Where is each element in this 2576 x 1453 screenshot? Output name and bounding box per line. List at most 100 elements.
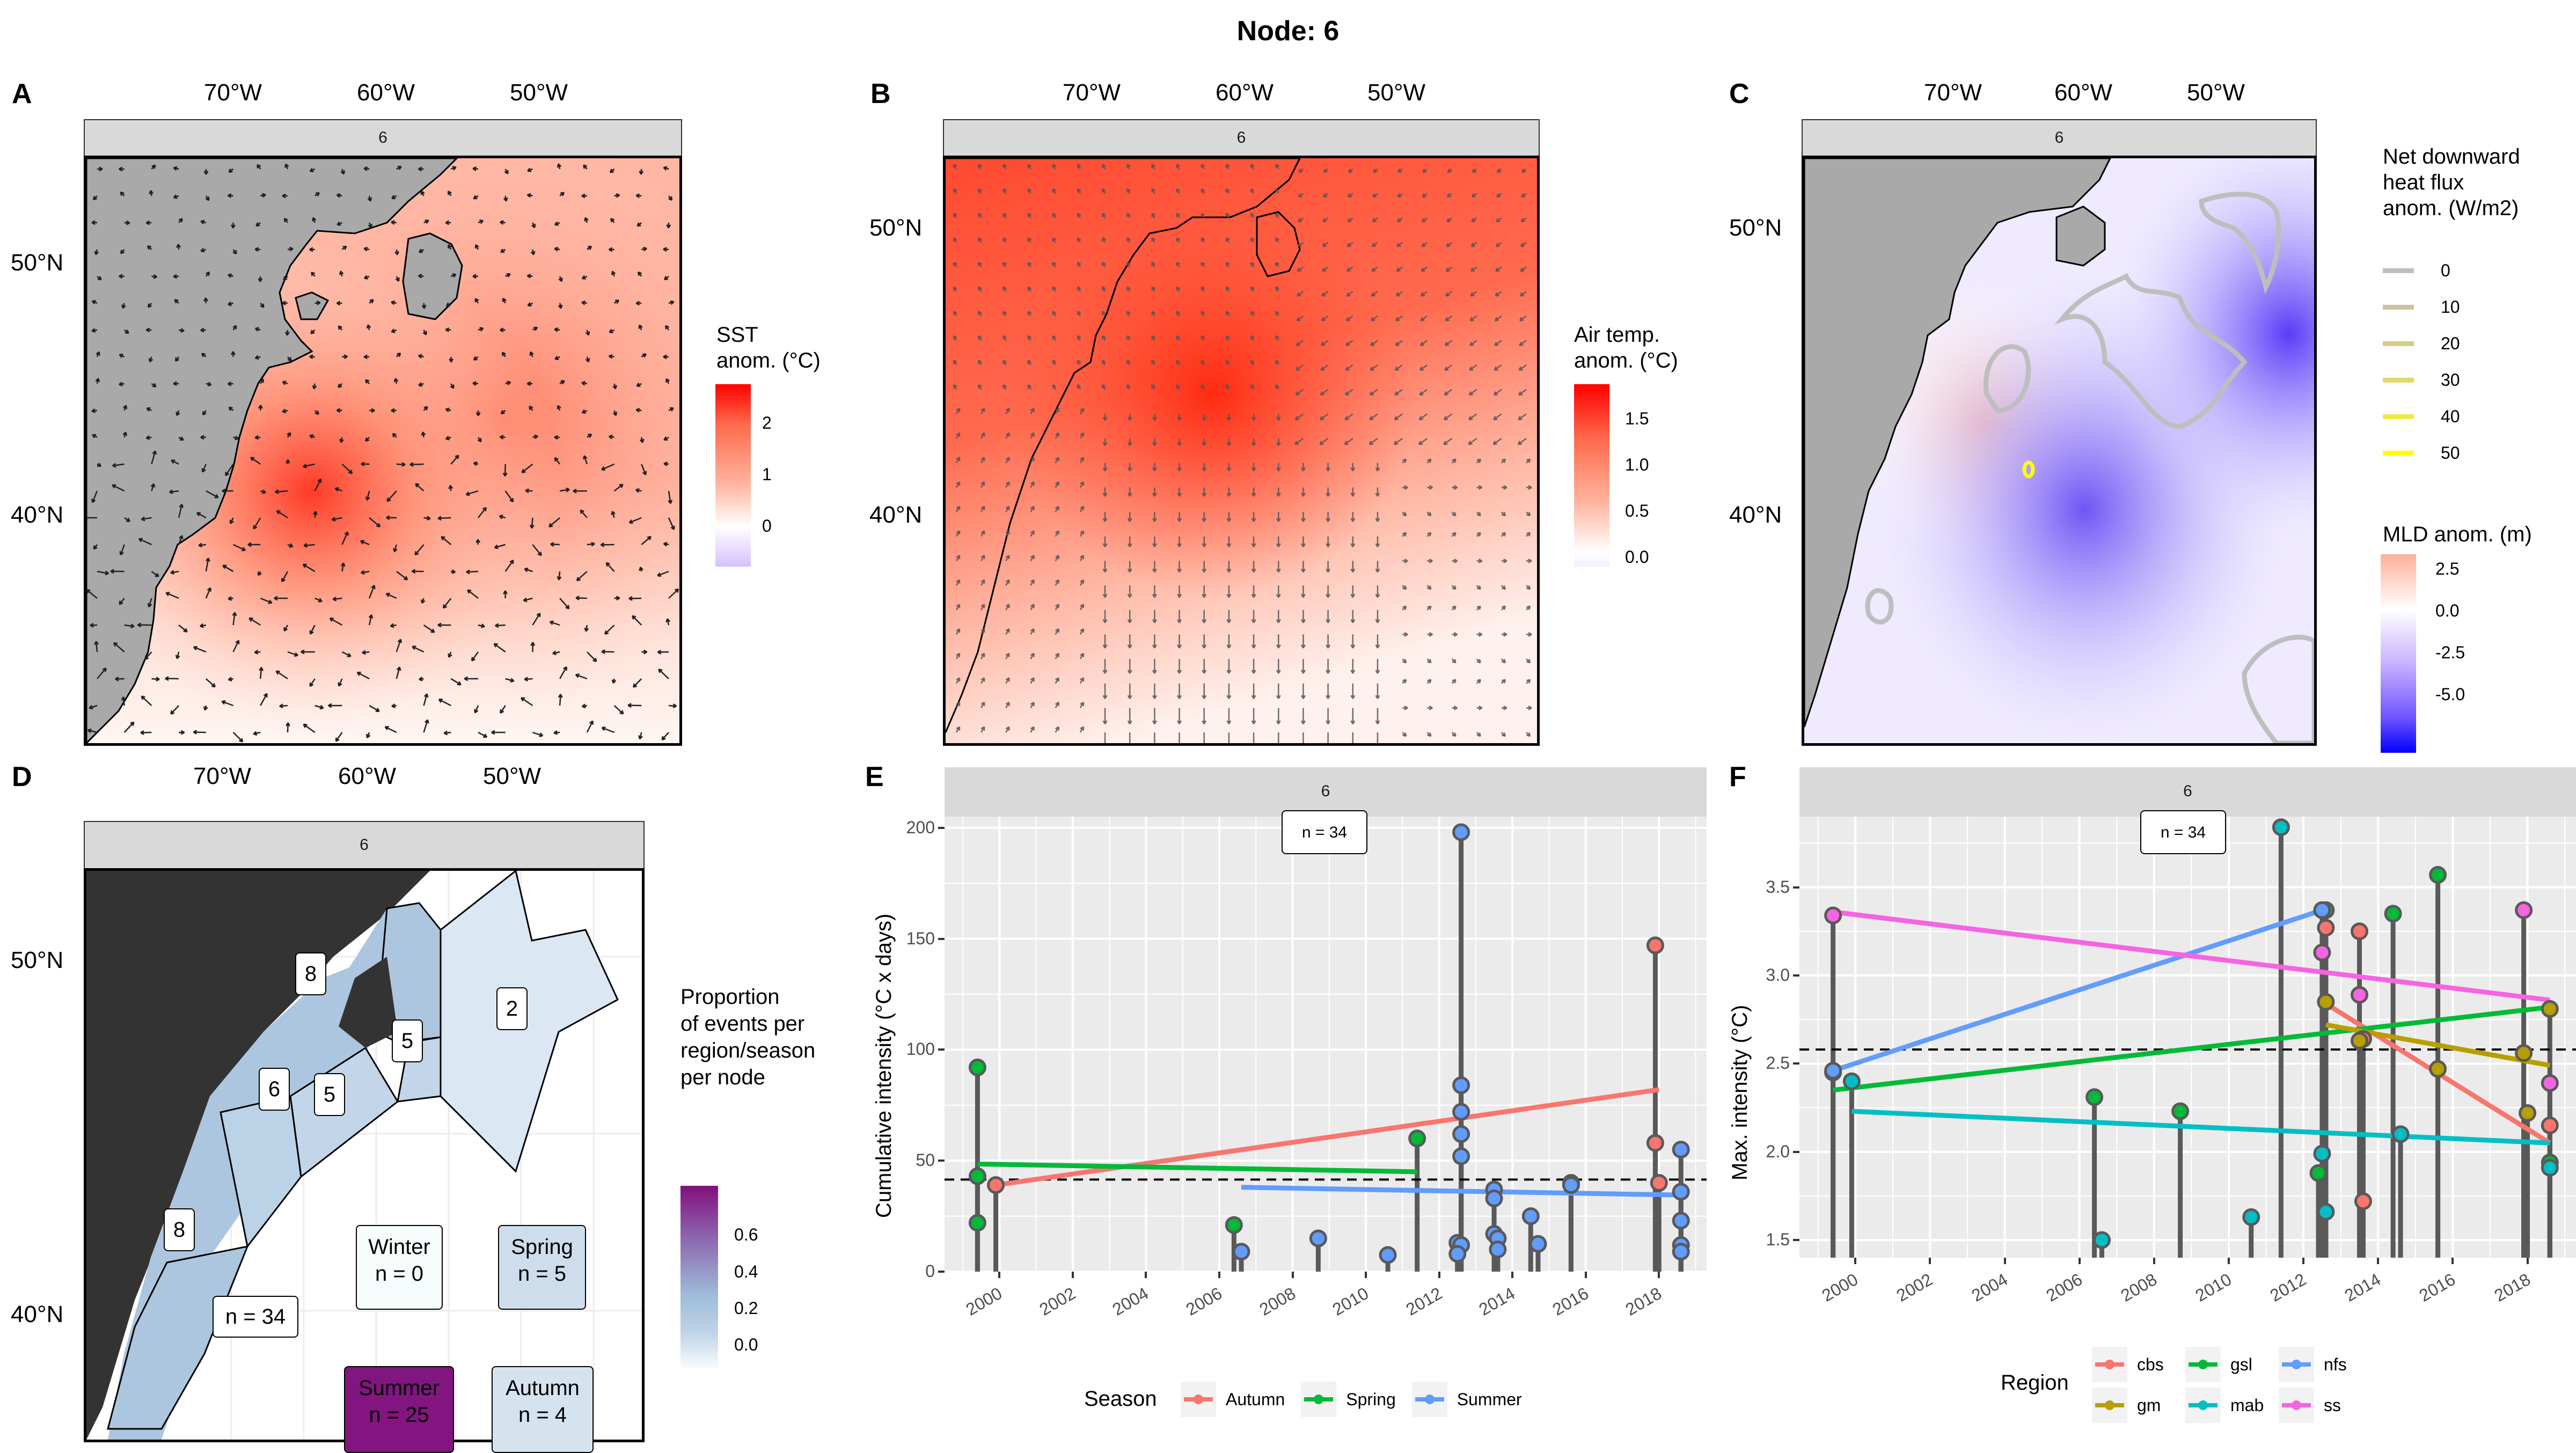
wind-arrow-icon — [341, 531, 349, 545]
wind-arrow-icon — [1152, 438, 1157, 446]
wind-arrow-icon — [178, 218, 183, 223]
wind-arrow-icon — [1251, 512, 1256, 522]
wind-arrow-icon — [1297, 217, 1304, 223]
y-tick-mark — [1793, 974, 1799, 977]
wind-arrow-icon — [450, 273, 457, 278]
wind-arrow-icon — [231, 351, 236, 357]
wind-arrow-icon — [281, 571, 289, 583]
wind-arrow-icon — [1202, 487, 1207, 497]
wind-arrow-icon — [1422, 168, 1428, 173]
wind-arrow-icon — [613, 483, 624, 491]
wind-arrow-icon — [1402, 485, 1408, 490]
wind-arrow-icon — [953, 286, 957, 292]
wind-arrow-icon — [491, 730, 506, 735]
wind-arrow-icon — [1030, 701, 1035, 708]
land-mass — [86, 158, 458, 743]
wind-arrow-icon — [336, 408, 342, 413]
proportion-legend-tick: 0.2 — [734, 1298, 758, 1318]
y-tick-label: 0 — [925, 1261, 935, 1281]
wind-arrow-icon — [980, 432, 985, 439]
wind-arrow-icon — [1027, 286, 1032, 292]
wind-arrow-icon — [301, 649, 315, 655]
wind-arrow-icon — [1300, 708, 1306, 724]
x-tick-mark — [1438, 1272, 1440, 1278]
wind-arrow-icon — [1102, 708, 1108, 724]
wind-arrow-icon — [665, 325, 670, 331]
wind-arrow-icon — [953, 188, 957, 194]
wind-arrow-icon — [955, 457, 961, 464]
wind-arrow-icon — [1226, 683, 1232, 699]
wind-arrow-icon — [450, 678, 462, 686]
wind-arrow-icon — [477, 437, 482, 443]
wind-arrow-icon — [254, 355, 261, 360]
data-point-gsl — [2085, 1088, 2104, 1106]
wind-arrow-icon — [396, 571, 408, 581]
wind-arrow-icon — [1079, 505, 1085, 512]
flux-legend-keys: 0 10 20 30 40 50 — [2383, 252, 2460, 471]
wind-arrow-icon — [254, 650, 261, 655]
wind-arrow-icon — [1346, 291, 1353, 297]
wind-arrow-icon — [557, 163, 562, 170]
wind-arrow-icon — [1250, 164, 1255, 170]
mld-legend-tick: 0.0 — [2435, 601, 2460, 620]
wind-arrow-icon — [1426, 605, 1432, 611]
wind-arrow-icon — [1250, 311, 1255, 317]
wind-arrow-icon — [502, 464, 508, 477]
wind-arrow-icon — [604, 625, 615, 635]
wind-arrow-icon — [228, 168, 234, 173]
wind-arrow-icon — [980, 677, 985, 684]
wind-arrow-icon — [309, 354, 315, 359]
wind-arrow-icon — [1372, 193, 1378, 198]
wind-arrow-icon — [1501, 632, 1507, 637]
y-tick-label: 2.0 — [1766, 1141, 1790, 1161]
wind-arrow-icon — [612, 383, 617, 390]
data-point-ss — [2515, 901, 2533, 919]
wind-arrow-icon — [178, 625, 188, 633]
wind-arrow-icon — [1495, 241, 1502, 247]
wind-arrow-icon — [362, 650, 370, 655]
wind-arrow-icon — [475, 410, 481, 416]
wind-arrow-icon — [1202, 536, 1207, 547]
wind-arrow-icon — [1369, 388, 1378, 396]
wind-arrow-icon — [369, 517, 381, 527]
wind-arrow-icon — [150, 483, 156, 491]
data-point-ss — [2351, 986, 2369, 1004]
wind-arrow-icon — [1079, 481, 1085, 488]
wind-arrow-icon — [1275, 286, 1280, 292]
wind-arrow-icon — [1079, 677, 1085, 684]
wind-arrow-icon — [1298, 193, 1304, 198]
wind-arrow-icon — [532, 612, 541, 626]
legend-season: Autumn Spring Summer — [1181, 1382, 1522, 1417]
proportion-legend-tick: 0.6 — [734, 1225, 758, 1244]
wind-arrow-icon — [260, 303, 265, 308]
wind-arrow-icon — [179, 730, 185, 735]
wind-arrow-icon — [1101, 384, 1106, 390]
panel-f-letter: F — [1729, 761, 1746, 792]
data-point-autumn — [987, 1176, 1005, 1194]
wind-arrow-icon — [90, 622, 98, 628]
wind-arrow-icon — [1427, 558, 1433, 563]
wind-arrow-icon — [147, 303, 152, 308]
wind-arrow-icon — [1077, 164, 1081, 170]
wind-arrow-icon — [1055, 579, 1059, 586]
wind-arrow-icon — [1476, 632, 1483, 637]
wind-arrow-icon — [1426, 585, 1432, 590]
wind-arrow-icon — [1127, 414, 1132, 421]
wind-arrow-icon — [1030, 432, 1035, 439]
wind-arrow-icon — [978, 188, 982, 194]
wind-arrow-icon — [1402, 558, 1408, 563]
wind-arrow-icon — [203, 168, 209, 175]
wind-arrow-icon — [1251, 659, 1256, 674]
flux-legend-swatch — [2383, 377, 2414, 383]
land-mass — [1804, 158, 2111, 728]
wind-arrow-icon — [475, 539, 481, 545]
legend-label: Summer — [1457, 1389, 1522, 1409]
wind-arrow-icon — [228, 301, 233, 306]
wind-arrow-icon — [601, 649, 614, 654]
wind-arrow-icon — [1276, 536, 1281, 547]
wind-arrow-icon — [1027, 237, 1032, 243]
wind-arrow-icon — [527, 167, 533, 172]
x-tick-label: 2008 — [2117, 1269, 2161, 1305]
wind-arrow-icon — [1526, 558, 1532, 563]
wind-arrow-icon — [614, 193, 620, 198]
